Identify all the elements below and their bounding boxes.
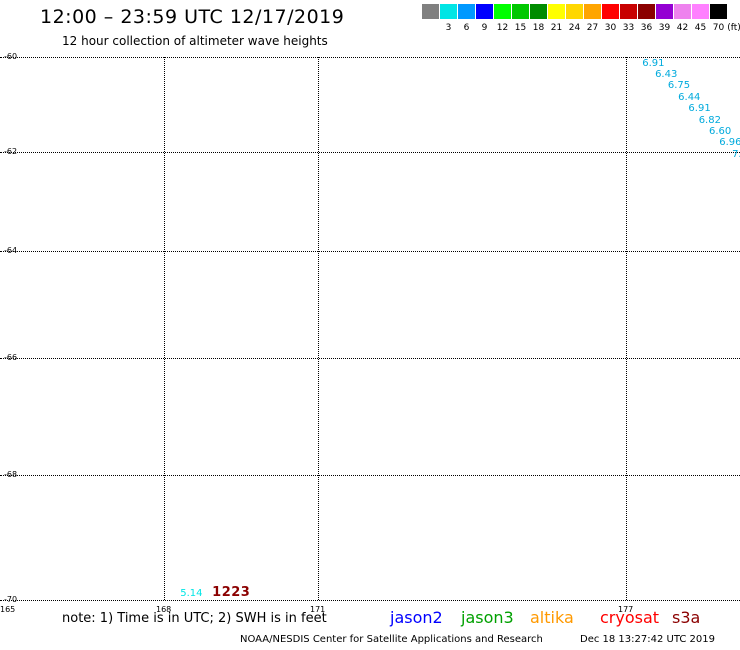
- latitude-gridline: [0, 358, 740, 359]
- scale-label: 3: [445, 23, 452, 33]
- satellite-legend-jason2: jason2: [390, 608, 443, 627]
- wave-height-value: 6.96: [719, 137, 740, 149]
- scale-label: 42: [676, 23, 689, 33]
- scale-label: 15: [514, 23, 527, 33]
- scale-label: 39: [658, 23, 671, 33]
- scale-swatch: [674, 4, 691, 19]
- latitude-label: -68: [4, 470, 18, 479]
- satellite-legend-altika: altika: [530, 608, 574, 627]
- scale-swatch: [548, 4, 565, 19]
- longitude-label: 165: [0, 605, 16, 614]
- longitude-gridline: [164, 57, 165, 600]
- wave-height-value: 6.91: [688, 103, 711, 115]
- satellite-legend-cryosat: cryosat: [600, 608, 660, 627]
- scale-swatch: [602, 4, 619, 19]
- pass-time-label: 1223: [212, 584, 251, 600]
- scale-swatch: [512, 4, 529, 19]
- page-subtitle: 12 hour collection of altimeter wave hei…: [62, 34, 328, 48]
- scale-label: 45: [694, 23, 707, 33]
- scale-swatch: [422, 4, 439, 19]
- satellite-legend-jason3: jason3: [461, 608, 514, 627]
- wave-height-value: 6.44: [678, 91, 701, 103]
- scale-label: 6: [463, 23, 470, 33]
- scale-label: 12: [496, 23, 509, 33]
- scale-label: 30: [604, 23, 617, 33]
- scale-label: 21: [550, 23, 563, 33]
- wave-height-value: 6.82: [698, 114, 721, 126]
- wave-height-value: 5.14: [180, 588, 203, 599]
- latitude-gridline: [0, 251, 740, 252]
- longitude-label: 177: [618, 605, 634, 614]
- scale-swatch: [710, 4, 727, 19]
- scale-swatch: [458, 4, 475, 19]
- scale-swatch: [566, 4, 583, 19]
- latitude-label: -70: [4, 595, 18, 604]
- units-note: note: 1) Time is in UTC; 2) SWH is in fe…: [62, 611, 327, 626]
- longitude-label: 168: [156, 605, 172, 614]
- scale-swatch: [638, 4, 655, 19]
- scale-swatch: [440, 4, 457, 19]
- scale-label: 27: [586, 23, 599, 33]
- latitude-label: -60: [4, 52, 18, 61]
- scale-swatch: [530, 4, 547, 19]
- scale-swatch: [620, 4, 637, 19]
- latitude-label: -62: [4, 147, 18, 156]
- scale-unit: (ft): [727, 23, 740, 33]
- scale-label: 70: [712, 23, 725, 33]
- credit-line: NOAA/NESDIS Center for Satellite Applica…: [240, 634, 543, 645]
- scale-label: 33: [622, 23, 635, 33]
- wave-height-value: 7.29: [732, 148, 740, 160]
- wave-height-value: 6.91: [642, 57, 665, 69]
- wave-height-value: 6.43: [655, 69, 678, 80]
- wave-height-value: 6.60: [708, 126, 732, 137]
- latitude-gridline: [0, 600, 740, 601]
- scale-swatch: [476, 4, 493, 19]
- latitude-label: -64: [4, 246, 18, 255]
- satellite-legend-s3a: s3a: [672, 608, 701, 627]
- scale-swatch: [656, 4, 673, 19]
- scale-label: 18: [532, 23, 545, 33]
- latitude-gridline: [0, 57, 740, 58]
- scale-label: 24: [568, 23, 581, 33]
- longitude-gridline: [318, 57, 319, 600]
- scale-label: 9: [481, 23, 488, 33]
- page-title: 12:00 – 23:59 UTC 12/17/2019: [40, 6, 345, 28]
- wave-height-value: 6.75: [667, 80, 691, 92]
- scale-swatch: [494, 4, 511, 19]
- latitude-label: -66: [4, 353, 18, 362]
- latitude-gridline: [0, 152, 740, 153]
- latitude-gridline: [0, 475, 740, 476]
- scale-label: 36: [640, 23, 653, 33]
- scale-swatch: [692, 4, 709, 19]
- longitude-label: 171: [310, 605, 326, 614]
- longitude-gridline: [626, 57, 627, 600]
- generation-timestamp: Dec 18 13:27:42 UTC 2019: [580, 634, 715, 645]
- scale-swatch: [584, 4, 601, 19]
